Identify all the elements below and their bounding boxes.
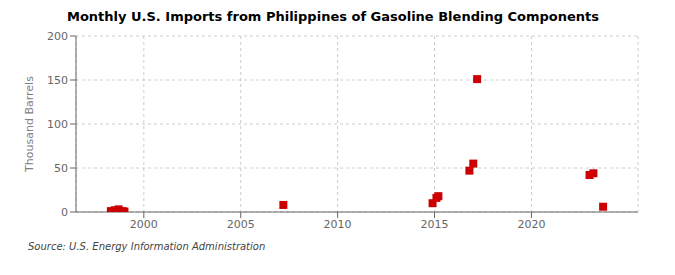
svg-text:0: 0 bbox=[61, 206, 68, 219]
html-text:Source: U.S. Energy Informatio: Source: U.S. Energy Information Administ… bbox=[28, 241, 266, 252]
svg-text:Thousand Barrels: Thousand Barrels bbox=[23, 76, 36, 173]
html-text:Monthly U.S. Imports from Phil: Monthly U.S. Imports from Philippines of… bbox=[67, 9, 599, 24]
svg-text:150: 150 bbox=[47, 74, 68, 87]
svg-text:100: 100 bbox=[47, 118, 68, 131]
svg-text:2010: 2010 bbox=[324, 218, 352, 231]
svg-text:2015: 2015 bbox=[421, 218, 449, 231]
svg-text:50: 50 bbox=[54, 162, 68, 175]
svg-text:2000: 2000 bbox=[130, 218, 158, 231]
svg-text:2005: 2005 bbox=[227, 218, 255, 231]
svg-text:200: 200 bbox=[47, 30, 68, 43]
svg-text:2020: 2020 bbox=[517, 218, 545, 231]
